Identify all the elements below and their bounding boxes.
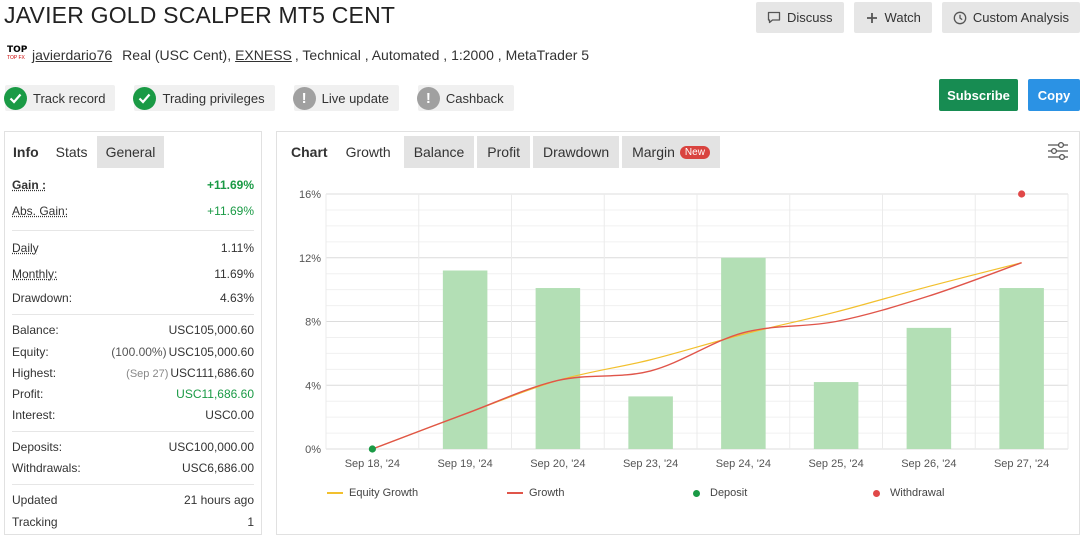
chart-tabs-label: Chart	[291, 144, 328, 160]
y-tick-label: 8%	[305, 317, 321, 329]
badge-track-record[interactable]: Track record	[4, 85, 116, 111]
badge-live-update[interactable]: ! Live update	[292, 85, 399, 111]
legend-equity-growth[interactable]: Equity Growth	[327, 487, 418, 499]
chat-icon	[767, 11, 781, 25]
tab-profit[interactable]: Profit	[477, 136, 530, 168]
header-actions: Discuss Watch Custom Analysis	[756, 2, 1080, 33]
legend-line	[327, 492, 343, 494]
stat-daily: Daily 1.11%	[12, 241, 254, 255]
discuss-button[interactable]: Discuss	[756, 2, 844, 33]
stat-updated: Updated 21 hours ago	[12, 493, 254, 507]
subscribe-button[interactable]: Subscribe	[939, 79, 1018, 111]
withdrawal-marker	[1018, 190, 1026, 198]
bar	[628, 396, 673, 449]
legend-line	[507, 492, 523, 494]
exclamation-icon: !	[416, 86, 440, 110]
y-tick-label: 0%	[305, 444, 321, 456]
chart-panel: Chart Growth Balance Profit Drawdown Mar…	[276, 131, 1080, 535]
check-icon	[4, 86, 27, 110]
stat-balance: Balance: USC105,000.60	[12, 323, 254, 337]
clock-icon	[953, 11, 967, 25]
x-tick-label: Sep 27, '24	[994, 458, 1049, 470]
watch-button[interactable]: Watch	[853, 2, 932, 33]
discuss-label: Discuss	[787, 10, 833, 25]
exclamation-icon: !	[292, 86, 316, 110]
custom-analysis-label: Custom Analysis	[972, 10, 1069, 25]
y-tick-label: 12%	[299, 253, 321, 265]
legend-deposit[interactable]: Deposit	[689, 487, 747, 499]
legend-growth[interactable]: Growth	[507, 487, 564, 499]
info-tabs: Info Stats General	[5, 136, 165, 168]
tab-general[interactable]: General	[96, 136, 165, 168]
bar	[999, 288, 1044, 449]
y-tick-label: 16%	[299, 189, 321, 201]
y-tick-label: 4%	[305, 380, 321, 392]
stat-gain: Gain : +11.69%	[12, 178, 254, 192]
stat-interest: Interest: USC0.00	[12, 408, 254, 422]
account-summary: TOP TOP FX javierdario76 Real (USC Cent)…	[6, 45, 589, 65]
legend-withdrawal[interactable]: Withdrawal	[869, 487, 944, 499]
custom-analysis-button[interactable]: Custom Analysis	[941, 2, 1080, 33]
stat-monthly: Monthly: 11.69%	[12, 267, 254, 281]
stat-highest: Highest: (Sep 27) USC111,686.60	[12, 366, 254, 380]
stat-profit: Profit: USC11,686.60	[12, 387, 254, 401]
tab-balance[interactable]: Balance	[403, 136, 475, 168]
badge-trading-privileges[interactable]: Trading privileges	[133, 85, 275, 111]
legend-dot	[873, 489, 880, 497]
growth-chart: 0% 4% 8% 12% 16% Sep 18, '24 Sep 19, '24 Sep 20…	[299, 189, 1069, 470]
watch-label: Watch	[884, 10, 921, 25]
check-icon	[133, 86, 157, 110]
info-panel: Info Stats General Gain : +11.69% Abs. G…	[4, 131, 262, 535]
broker-logo: TOP TOP FX	[7, 45, 28, 61]
stat-deposits: Deposits: USC100,000.00	[12, 440, 254, 454]
stat-tracking: Tracking 1	[12, 515, 254, 529]
divider	[12, 484, 254, 485]
stat-withdrawals: Withdrawals: USC6,686.00	[12, 461, 254, 475]
bar	[906, 327, 952, 449]
user-link[interactable]: javierdario76	[32, 47, 113, 63]
tab-drawdown[interactable]: Drawdown	[532, 136, 620, 168]
deposit-marker	[368, 445, 376, 453]
chart-settings-icon[interactable]	[1047, 141, 1069, 161]
growth-line	[372, 262, 1022, 450]
chart-tabs: Chart Growth Balance Profit Drawdown Mar…	[277, 136, 723, 168]
stat-abs-gain: Abs. Gain: +11.69%	[12, 204, 254, 218]
divider	[12, 314, 254, 315]
divider	[12, 431, 254, 432]
page-title: JAVIER GOLD SCALPER MT5 CENT	[4, 2, 396, 28]
stat-drawdown: Drawdown: 4.63%	[12, 291, 254, 305]
new-badge: New	[679, 145, 710, 159]
legend-dot	[693, 489, 700, 497]
tab-stats[interactable]: Stats	[46, 136, 97, 168]
x-tick-label: Sep 26, '24	[901, 458, 956, 470]
broker-link[interactable]: EXNESS	[235, 47, 292, 63]
tab-growth[interactable]: Growth	[335, 136, 401, 168]
tab-margin[interactable]: Margin New	[622, 136, 720, 168]
divider	[12, 230, 254, 231]
account-details: , Technical , Automated , 1:2000 , MetaT…	[294, 47, 590, 63]
copy-button[interactable]: Copy	[1028, 79, 1080, 111]
verification-badges: Track record Trading privileges ! Live u…	[4, 85, 514, 111]
account-type: Real (USC Cent),	[122, 47, 232, 63]
x-tick-label: Sep 23, '24	[623, 458, 678, 470]
stat-equity: Equity: (100.00%) USC105,000.60	[12, 345, 254, 359]
bar	[442, 270, 488, 449]
bar	[813, 382, 859, 449]
x-tick-label: Sep 25, '24	[808, 458, 863, 470]
plus-icon	[865, 11, 879, 25]
badge-cashback[interactable]: ! Cashback	[416, 85, 514, 111]
bar	[721, 257, 766, 449]
x-tick-label: Sep 24, '24	[716, 458, 771, 470]
bar	[535, 288, 581, 449]
x-tick-label: Sep 19, '24	[437, 458, 492, 470]
info-tabs-label: Info	[13, 144, 39, 160]
x-tick-label: Sep 20, '24	[530, 458, 585, 470]
x-tick-label: Sep 18, '24	[345, 458, 400, 470]
